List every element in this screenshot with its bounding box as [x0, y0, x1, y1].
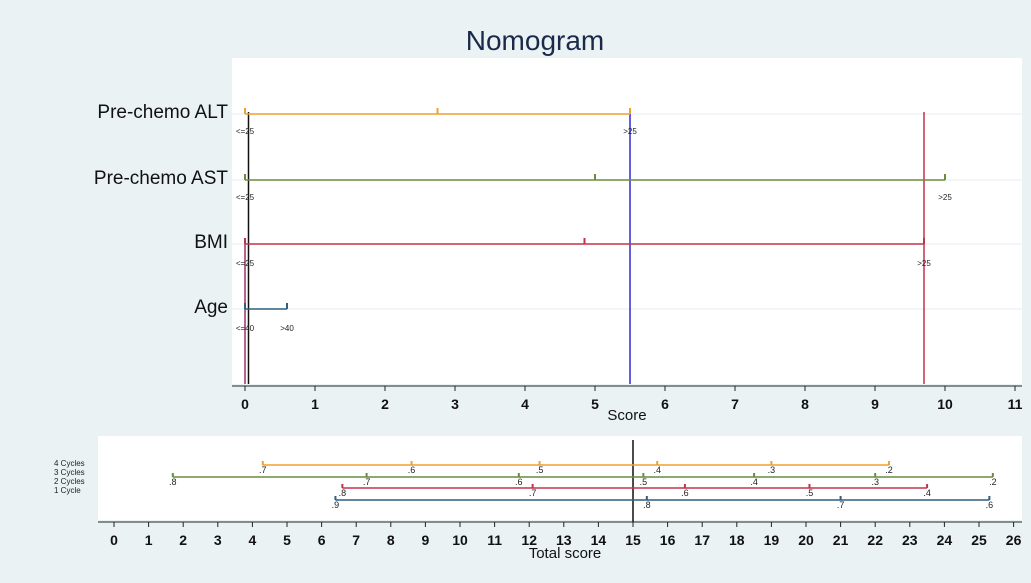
top-x-tick-label: 10: [937, 396, 953, 412]
level-label: <=25: [236, 193, 255, 202]
bottom-x-tick-label: 19: [764, 532, 780, 548]
series-tick-label: .8: [169, 477, 177, 487]
series-label: 1 Cycle: [54, 486, 81, 495]
bottom-x-tick-label: 24: [937, 532, 953, 548]
level-label: >40: [280, 324, 294, 333]
bottom-x-tick-label: 23: [902, 532, 918, 548]
bottom-x-tick-label: 8: [387, 532, 395, 548]
series-tick-label: .5: [640, 477, 648, 487]
bottom-x-tick-label: 6: [318, 532, 326, 548]
top-x-tick-label: 7: [731, 396, 739, 412]
series-tick-label: .6: [681, 488, 689, 498]
bottom-x-axis-label: Total score: [529, 545, 602, 562]
level-label: <=25: [236, 259, 255, 268]
level-label: <=25: [236, 127, 255, 136]
series-tick-label: .2: [885, 465, 893, 475]
chart-title: Nomogram: [466, 25, 604, 56]
series-tick-label: .7: [363, 477, 371, 487]
series-tick-label: .7: [259, 465, 267, 475]
bottom-x-tick-label: 9: [422, 532, 430, 548]
series-tick-label: .6: [408, 465, 416, 475]
level-label: >25: [623, 127, 637, 136]
bottom-x-tick-label: 26: [1006, 532, 1022, 548]
level-label: <=40: [236, 324, 255, 333]
series-tick-label: .7: [837, 500, 845, 510]
top-plot-area: [232, 58, 1022, 384]
bottom-x-tick-label: 15: [625, 532, 641, 548]
level-label: >25: [938, 193, 952, 202]
top-x-tick-label: 5: [591, 396, 599, 412]
bottom-x-tick-label: 7: [352, 532, 360, 548]
bottom-x-tick-label: 13: [556, 532, 572, 548]
bottom-x-tick-label: 3: [214, 532, 222, 548]
bottom-x-tick-label: 12: [521, 532, 537, 548]
bottom-x-tick-label: 4: [249, 532, 257, 548]
series-tick-label: .3: [871, 477, 879, 487]
bottom-x-tick-label: 21: [833, 532, 849, 548]
bottom-x-tick-label: 25: [971, 532, 987, 548]
bottom-x-tick-label: 14: [591, 532, 607, 548]
top-x-tick-label: 2: [381, 396, 389, 412]
series-tick-label: .8: [339, 488, 347, 498]
top-x-tick-label: 11: [1008, 396, 1023, 412]
bottom-x-tick-label: 22: [867, 532, 883, 548]
top-x-tick-label: 8: [801, 396, 809, 412]
variable-label: Pre-chemo AST: [94, 168, 228, 189]
variable-label: Pre-chemo ALT: [97, 102, 228, 123]
bottom-x-tick-label: 17: [694, 532, 710, 548]
top-x-tick-label: 9: [871, 396, 879, 412]
top-x-tick-label: 1: [311, 396, 319, 412]
bottom-x-tick-label: 10: [452, 532, 468, 548]
series-tick-label: .4: [923, 488, 931, 498]
series-tick-label: .9: [332, 500, 340, 510]
series-tick-label: .4: [653, 465, 661, 475]
bottom-x-tick-label: 1: [145, 532, 153, 548]
series-label: 4 Cycles: [54, 459, 85, 468]
series-tick-label: .2: [989, 477, 997, 487]
bottom-x-tick-label: 20: [798, 532, 814, 548]
bottom-x-tick-label: 18: [729, 532, 745, 548]
series-tick-label: .3: [768, 465, 776, 475]
bottom-x-tick-label: 11: [487, 532, 502, 548]
level-label: >25: [917, 259, 931, 268]
series-label: 3 Cycles: [54, 468, 85, 477]
series-label: 2 Cycles: [54, 477, 85, 486]
variable-label: BMI: [194, 232, 228, 253]
top-x-tick-label: 0: [241, 396, 249, 412]
series-tick-label: .5: [536, 465, 544, 475]
series-tick-label: .6: [986, 500, 994, 510]
series-tick-label: .7: [529, 488, 537, 498]
series-tick-label: .4: [750, 477, 758, 487]
top-x-tick-label: 3: [451, 396, 459, 412]
top-x-axis-label: Score: [607, 407, 646, 424]
series-tick-label: .6: [515, 477, 523, 487]
top-x-tick-label: 6: [661, 396, 669, 412]
bottom-x-tick-label: 16: [660, 532, 676, 548]
bottom-x-tick-label: 2: [179, 532, 187, 548]
top-x-tick-label: 4: [521, 396, 529, 412]
bottom-plot-area: [98, 436, 1022, 520]
bottom-x-tick-label: 0: [110, 532, 118, 548]
series-tick-label: .5: [806, 488, 814, 498]
bottom-x-tick-label: 5: [283, 532, 291, 548]
series-tick-label: .8: [643, 500, 651, 510]
variable-label: Age: [194, 297, 228, 318]
